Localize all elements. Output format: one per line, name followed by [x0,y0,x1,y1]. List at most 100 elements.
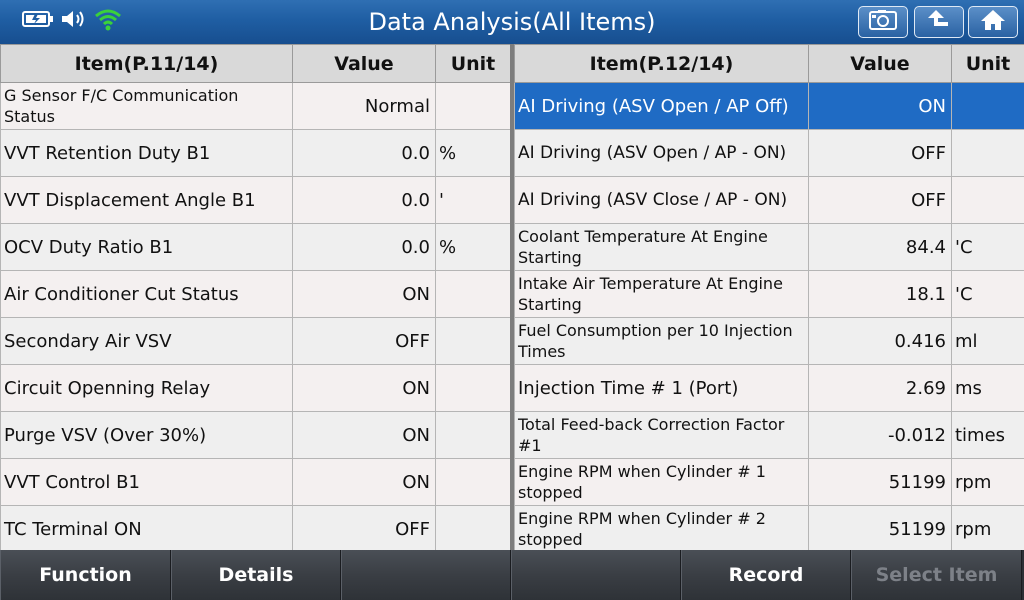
item-name: Circuit Openning Relay [0,364,293,412]
table-row[interactable]: Injection Time # 1 (Port) 2.69 ms [514,364,1024,412]
back-icon [924,8,954,36]
table-row[interactable]: AI Driving (ASV Close / AP - ON) OFF [514,176,1024,224]
item-unit [951,129,1024,177]
table-row[interactable]: Secondary Air VSV OFF [0,317,511,365]
speaker-icon [60,8,88,34]
table-row[interactable]: VVT Retention Duty B1 0.0 % [0,129,511,177]
home-icon [979,8,1007,36]
item-unit: % [435,129,511,177]
item-unit: ' [435,176,511,224]
table-row[interactable]: Air Conditioner Cut Status ON [0,270,511,318]
item-unit [435,411,511,459]
panel-divider [510,44,514,550]
details-button[interactable]: Details [171,550,341,600]
table-row[interactable]: Total Feed-back Correction Factor #1 -0.… [514,411,1024,459]
column-header-value[interactable]: Value [808,44,952,83]
table-row[interactable]: Intake Air Temperature At Engine Startin… [514,270,1024,318]
table-row[interactable]: Fuel Consumption per 10 Injection Times … [514,317,1024,365]
item-value: 51199 [808,458,952,506]
item-unit: 'C [951,270,1024,318]
item-value: ON [292,411,436,459]
column-header-item[interactable]: Item(P.12/14) [514,44,809,83]
item-name: Total Feed-back Correction Factor #1 [514,411,809,459]
item-name: VVT Retention Duty B1 [0,129,293,177]
item-name: Purge VSV (Over 30%) [0,411,293,459]
select-item-button[interactable]: Select Item [851,550,1022,600]
item-unit: ml [951,317,1024,365]
record-button[interactable]: Record [681,550,851,600]
item-unit: times [951,411,1024,459]
screenshot-button[interactable] [858,6,908,38]
table-row[interactable]: AI Driving (ASV Open / AP - ON) OFF [514,129,1024,177]
item-value: OFF [292,505,436,553]
item-unit: rpm [951,458,1024,506]
table-row[interactable]: Engine RPM when Cylinder # 2 stopped 511… [514,505,1024,553]
item-value: 18.1 [808,270,952,318]
item-name: TC Terminal ON [0,505,293,553]
item-name: Engine RPM when Cylinder # 2 stopped [514,505,809,553]
item-unit [951,176,1024,224]
item-name: Coolant Temperature At Engine Starting [514,223,809,271]
table-row[interactable]: Purge VSV (Over 30%) ON [0,411,511,459]
column-header-value[interactable]: Value [292,44,436,83]
item-value: ON [292,364,436,412]
column-header-unit[interactable]: Unit [435,44,511,83]
item-name: Intake Air Temperature At Engine Startin… [514,270,809,318]
table-row[interactable]: VVT Displacement Angle B1 0.0 ' [0,176,511,224]
function-button[interactable]: Function [0,550,171,600]
item-value: -0.012 [808,411,952,459]
item-unit [435,317,511,365]
item-unit: ms [951,364,1024,412]
item-value: 0.0 [292,129,436,177]
screenshot-icon [868,9,898,35]
right-data-table: Item(P.12/14) Value Unit AI Driving (ASV… [514,44,1024,553]
item-name: Engine RPM when Cylinder # 1 stopped [514,458,809,506]
item-unit: rpm [951,505,1024,553]
item-name: Fuel Consumption per 10 Injection Times [514,317,809,365]
item-name: Injection Time # 1 (Port) [514,364,809,412]
item-name: VVT Control B1 [0,458,293,506]
blank-button-1[interactable] [341,550,511,600]
item-unit: 'C [951,223,1024,271]
status-icons [22,8,122,34]
table-row[interactable]: Engine RPM when Cylinder # 1 stopped 511… [514,458,1024,506]
item-unit [435,505,511,553]
item-name: AI Driving (ASV Close / AP - ON) [514,176,809,224]
table-row[interactable]: Coolant Temperature At Engine Starting 8… [514,223,1024,271]
item-value: 0.0 [292,176,436,224]
item-value: 0.0 [292,223,436,271]
table-row[interactable]: OCV Duty Ratio B1 0.0 % [0,223,511,271]
item-name: AI Driving (ASV Open / AP Off) [514,82,809,130]
table-row[interactable]: VVT Control B1 ON [0,458,511,506]
back-button[interactable] [914,6,964,38]
item-unit [435,82,511,130]
item-value: Normal [292,82,436,130]
item-value: 51199 [808,505,952,553]
column-header-unit[interactable]: Unit [951,44,1024,83]
table-row-selected[interactable]: AI Driving (ASV Open / AP Off) ON [514,82,1024,130]
item-name: VVT Displacement Angle B1 [0,176,293,224]
item-unit: % [435,223,511,271]
table-row[interactable]: TC Terminal ON OFF [0,505,511,553]
item-value: 84.4 [808,223,952,271]
table-row[interactable]: Circuit Openning Relay ON [0,364,511,412]
item-value: 2.69 [808,364,952,412]
table-row[interactable]: G Sensor F/C Communication Status Normal [0,82,511,130]
item-value: OFF [292,317,436,365]
item-value: ON [292,458,436,506]
item-name: OCV Duty Ratio B1 [0,223,293,271]
column-header-item[interactable]: Item(P.11/14) [0,44,293,83]
item-value: ON [292,270,436,318]
left-data-table: Item(P.11/14) Value Unit G Sensor F/C Co… [0,44,511,553]
bottom-toolbar: Function Details Record Select Item [0,550,1024,600]
item-unit [435,364,511,412]
blank-button-2[interactable] [511,550,681,600]
item-unit [951,82,1024,130]
title-bar: Data Analysis(All Items) [0,0,1024,44]
item-value: ON [808,82,952,130]
home-button[interactable] [968,6,1018,38]
item-name: AI Driving (ASV Open / AP - ON) [514,129,809,177]
wifi-icon [94,7,122,35]
page-title: Data Analysis(All Items) [368,8,656,36]
battery-icon [22,10,54,32]
